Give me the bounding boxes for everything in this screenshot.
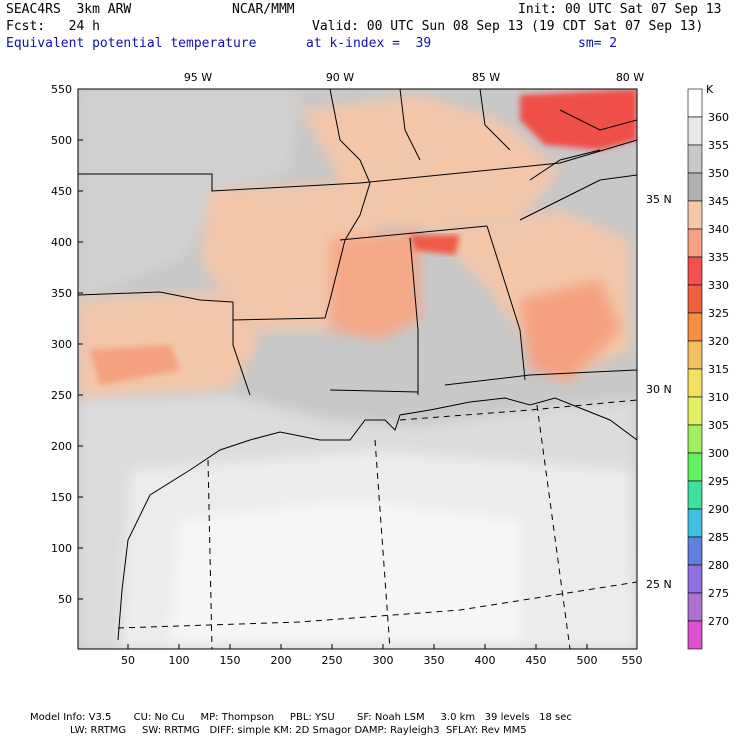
colorbar-level-label: 295 [708,475,729,488]
x-tick-label: 550 [622,654,643,667]
colorbar-swatch [687,508,703,538]
colorbar-level-label: 275 [708,587,729,600]
vertical-level: at k-index = 39 [306,36,432,51]
colorbar-swatch [687,116,703,146]
colorbar-swatch [687,452,703,482]
lat-label: 35 N [646,193,672,206]
colorbar-level-label: 315 [708,363,729,376]
model-name: SEAC4RS 3km ARW [6,2,132,17]
colorbar-swatch [687,592,703,622]
organization: NCAR/MMM [232,2,295,17]
x-tick-label: 450 [526,654,547,667]
colorbar: K 360 355 350 345 340 335 330 325 320 315 310 305 30… [687,83,729,650]
x-tick-label: 50 [121,654,135,667]
graticule [117,399,637,649]
colorbar-level-label: 360 [708,111,729,124]
colorbar-level-label: 280 [708,559,729,572]
y-axis: 50 100 150 200 250 300 350 400 450 500 5… [51,83,83,606]
y-tick-label: 150 [51,491,72,504]
x-tick-label: 150 [220,654,241,667]
colorbar-swatch [687,200,703,230]
x-tick-label: 500 [577,654,598,667]
smoothing: sm= 2 [578,36,618,51]
colorbar-swatch [687,536,703,566]
init-time: Init: 00 UTC Sat 07 Sep 13 [518,2,722,17]
political-boundaries [78,89,637,641]
colorbar-level-label: 355 [708,139,729,152]
colorbar-swatch [687,284,703,314]
colorbar-swatch [687,312,703,342]
colorbar-swatch [687,256,703,286]
colorbar-level-label: 305 [708,419,729,432]
colorbar-swatch [687,228,703,258]
colorbar-level-label: 350 [708,167,729,180]
longitude-labels: 95 W 90 W 85 W 80 W [184,71,644,84]
colorbar-level-label: 320 [708,335,729,348]
lon-label: 85 W [472,71,500,84]
colorbar-swatch [687,564,703,594]
x-tick-label: 100 [169,654,190,667]
lon-label: 80 W [616,71,644,84]
y-tick-label: 550 [51,83,72,96]
lon-label: 95 W [184,71,212,84]
colorbar-swatch [687,396,703,426]
colorbar-level-label: 335 [708,251,729,264]
latitude-labels: 35 N 30 N 25 N [646,193,672,591]
x-tick-label: 250 [322,654,343,667]
colorbar-level-label: 300 [708,447,729,460]
colorbar-level-label: 340 [708,223,729,236]
x-tick-label: 400 [475,654,496,667]
y-tick-label: 450 [51,185,72,198]
y-tick-label: 500 [51,134,72,147]
y-tick-label: 100 [51,542,72,555]
colorbar-swatch [687,480,703,510]
colorbar-swatch [687,172,703,202]
model-info-line1: Model Info: V3.5 CU: No Cu MP: Thompson … [30,712,572,723]
field-name: Equivalent potential temperature [6,36,257,51]
lat-label: 30 N [646,383,672,396]
valid-time: Valid: 00 UTC Sun 08 Sep 13 (19 CDT Sat … [312,19,704,34]
colorbar-level-label: 330 [708,279,729,292]
x-tick-label: 350 [424,654,445,667]
colorbar-swatch [687,340,703,370]
lat-label: 25 N [646,578,672,591]
colorbar-level-label: 325 [708,307,729,320]
forecast-hour: Fcst: 24 h [6,19,100,34]
y-tick-label: 350 [51,287,72,300]
colorbar-swatch [687,88,703,118]
y-tick-label: 250 [51,389,72,402]
x-tick-label: 200 [271,654,292,667]
lon-label: 90 W [326,71,354,84]
model-info-line2: LW: RRTMG SW: RRTMG DIFF: simple KM: 2D … [70,725,527,736]
colorbar-unit: K [706,83,714,96]
y-tick-label: 50 [58,593,72,606]
colorbar-level-label: 270 [708,615,729,628]
colorbar-level-label: 285 [708,531,729,544]
colorbar-swatch [687,620,703,650]
field-shading [78,89,637,649]
y-tick-label: 400 [51,236,72,249]
colorbar-level-label: 310 [708,391,729,404]
colorbar-level-label: 345 [708,195,729,208]
colorbar-level-label: 290 [708,503,729,516]
colorbar-swatch [687,424,703,454]
x-tick-label: 300 [373,654,394,667]
y-tick-label: 200 [51,440,72,453]
colorbar-swatch [687,144,703,174]
x-axis: 50 100 150 200 250 300 350 400 450 500 5… [78,644,643,667]
y-tick-label: 300 [51,338,72,351]
colorbar-swatch [687,368,703,398]
